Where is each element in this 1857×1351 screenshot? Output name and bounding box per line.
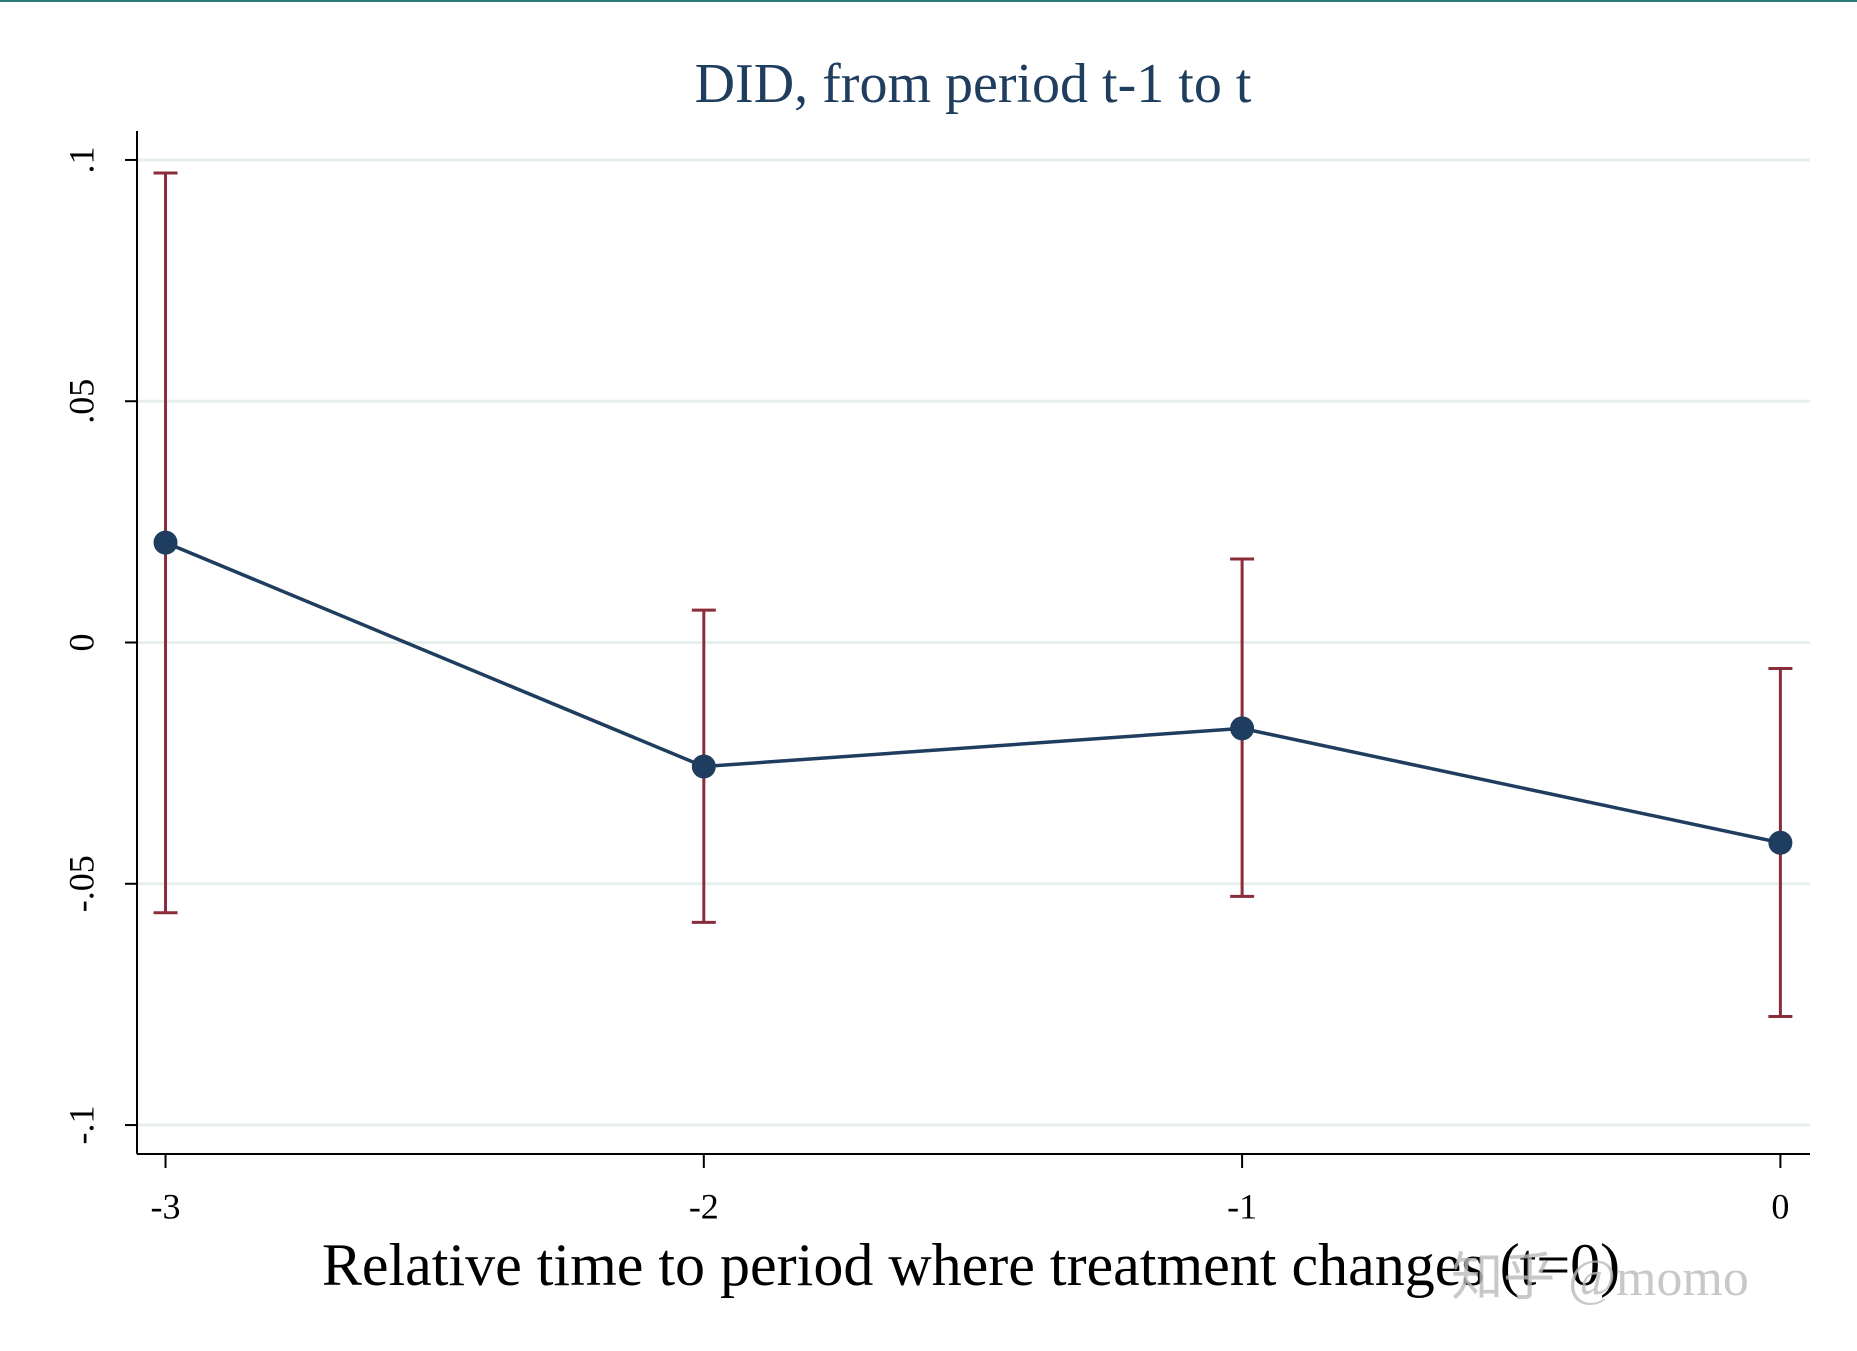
y-tick-label: -.1 — [61, 1106, 101, 1145]
point — [1768, 830, 1793, 855]
point — [691, 754, 716, 779]
x-tick-label: 0 — [1771, 1186, 1789, 1226]
x-tick-label: -3 — [151, 1186, 181, 1226]
point — [153, 530, 178, 555]
y-tick-label: .05 — [61, 379, 101, 424]
y-tick-label: 0 — [61, 634, 101, 652]
chart-title: DID, from period t-1 to t — [695, 53, 1252, 115]
line — [164, 540, 1781, 845]
point — [1230, 716, 1255, 741]
x-tick-label: -1 — [1227, 1186, 1257, 1226]
x-tick-label: -2 — [689, 1186, 719, 1226]
y-tick-label: .1 — [61, 146, 101, 173]
y-tick-label: -.05 — [61, 855, 101, 912]
x-axis-label: Relative time to period where treatment … — [322, 1232, 1620, 1298]
watermark: 知乎 @momo — [1451, 1250, 1749, 1307]
